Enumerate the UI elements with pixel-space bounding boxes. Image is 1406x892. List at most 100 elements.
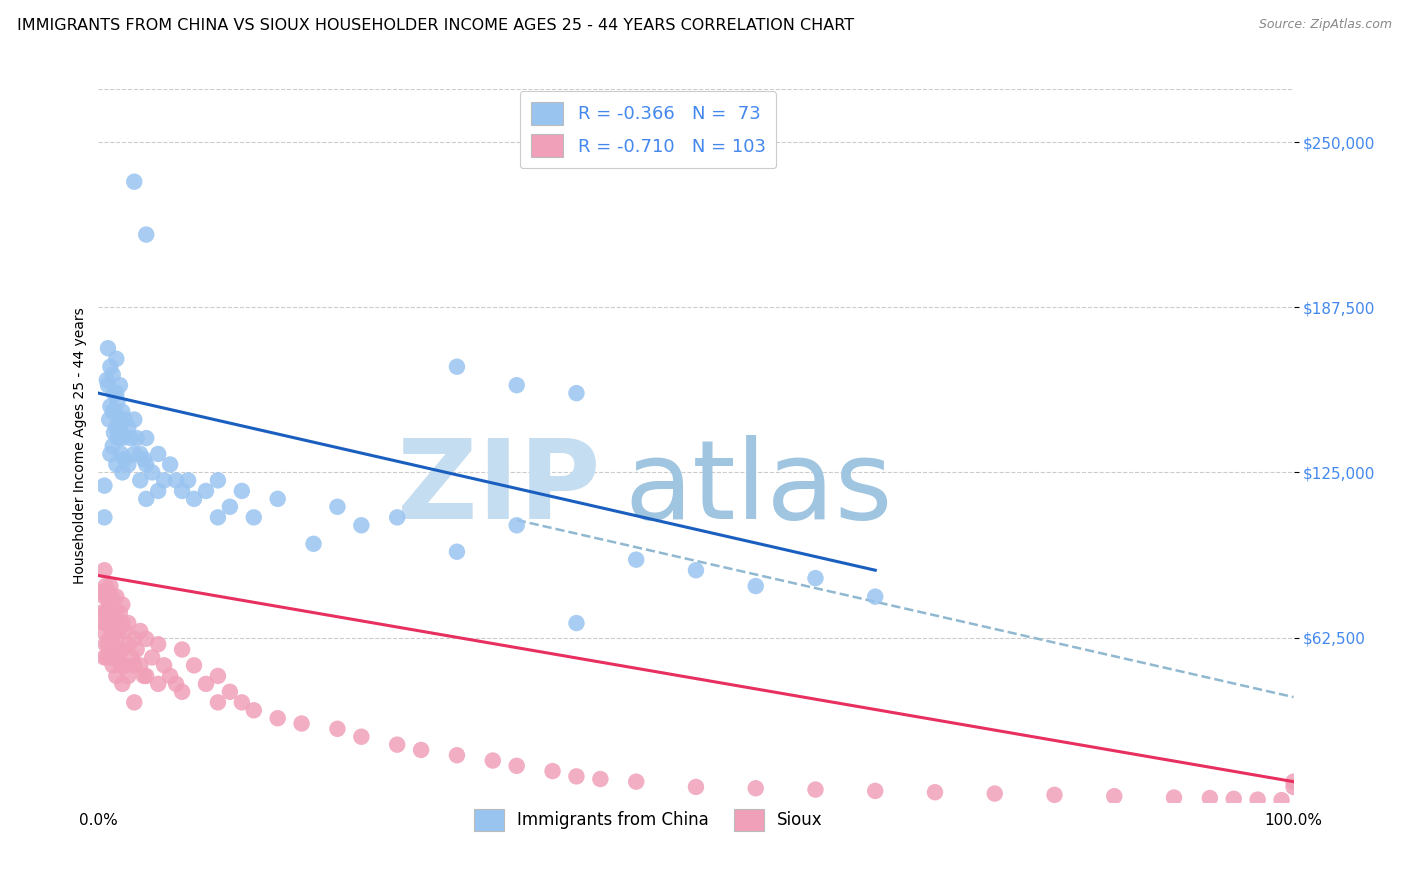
Point <box>93 650 115 665</box>
Point <box>1247 792 1270 806</box>
Point <box>153 474 176 488</box>
Point <box>172 685 194 699</box>
Point <box>745 781 768 796</box>
Point <box>91 584 114 599</box>
Point <box>105 632 128 646</box>
Point <box>148 637 170 651</box>
Point <box>135 431 157 445</box>
Point <box>94 637 117 651</box>
Point <box>96 590 118 604</box>
Point <box>111 677 134 691</box>
Point <box>1223 792 1246 806</box>
Point <box>135 669 157 683</box>
Text: atlas: atlas <box>624 435 893 542</box>
Point <box>108 642 131 657</box>
Point <box>159 458 181 472</box>
Point <box>219 500 242 514</box>
Point <box>103 386 125 401</box>
Point <box>243 703 266 717</box>
Point <box>506 378 529 392</box>
Point <box>101 439 124 453</box>
Point <box>117 458 139 472</box>
Point <box>385 738 409 752</box>
Point <box>97 606 120 620</box>
Point <box>1163 790 1185 805</box>
Point <box>446 748 468 763</box>
Point <box>114 624 136 638</box>
Point <box>98 359 122 374</box>
Point <box>865 590 887 604</box>
Point <box>685 563 707 577</box>
Point <box>94 579 117 593</box>
Point <box>302 537 325 551</box>
Point <box>1282 774 1305 789</box>
Text: Source: ZipAtlas.com: Source: ZipAtlas.com <box>1258 18 1392 31</box>
Point <box>101 404 124 418</box>
Point <box>105 386 128 401</box>
Point <box>94 606 117 620</box>
Point <box>103 650 125 665</box>
Point <box>104 404 127 418</box>
Point <box>125 431 148 445</box>
Point <box>446 359 468 374</box>
Point <box>159 669 181 683</box>
Point <box>129 624 152 638</box>
Point <box>135 227 157 242</box>
Point <box>481 754 505 768</box>
Point <box>124 695 146 709</box>
Point <box>117 420 139 434</box>
Point <box>111 616 134 631</box>
Point <box>110 447 132 461</box>
Point <box>114 412 136 426</box>
Point <box>110 658 132 673</box>
Point <box>91 624 114 638</box>
Point <box>1282 780 1305 794</box>
Point <box>207 474 229 488</box>
Point <box>98 400 122 414</box>
Point <box>96 616 118 631</box>
Point <box>124 632 146 646</box>
Point <box>177 474 200 488</box>
Point <box>111 431 134 445</box>
Point <box>107 650 129 665</box>
Point <box>565 386 588 401</box>
Point <box>105 590 128 604</box>
Point <box>93 563 115 577</box>
Point <box>108 378 131 392</box>
Point <box>97 378 120 392</box>
Point <box>96 650 118 665</box>
Point <box>107 412 129 426</box>
Point <box>111 466 134 480</box>
Point <box>135 632 157 646</box>
Point <box>107 431 129 445</box>
Point <box>685 780 707 794</box>
Point <box>107 624 129 638</box>
Point <box>108 420 131 434</box>
Point <box>120 431 142 445</box>
Point <box>100 590 122 604</box>
Point <box>865 784 887 798</box>
Point <box>1043 788 1066 802</box>
Point <box>98 632 121 646</box>
Point <box>124 412 146 426</box>
Point <box>984 787 1007 801</box>
Point <box>141 466 163 480</box>
Point <box>105 669 128 683</box>
Y-axis label: Householder Income Ages 25 - 44 years: Householder Income Ages 25 - 44 years <box>73 308 87 584</box>
Point <box>98 650 122 665</box>
Point <box>804 571 827 585</box>
Point <box>1271 793 1294 807</box>
Point <box>411 743 433 757</box>
Point <box>589 772 612 786</box>
Point <box>107 394 129 409</box>
Legend: Immigrants from China, Sioux: Immigrants from China, Sioux <box>467 803 830 838</box>
Point <box>103 616 125 631</box>
Point <box>565 769 588 783</box>
Point <box>97 341 120 355</box>
Text: ZIP: ZIP <box>396 435 600 542</box>
Point <box>96 373 118 387</box>
Point <box>207 669 229 683</box>
Point <box>93 616 115 631</box>
Point <box>98 412 121 426</box>
Point <box>132 669 155 683</box>
